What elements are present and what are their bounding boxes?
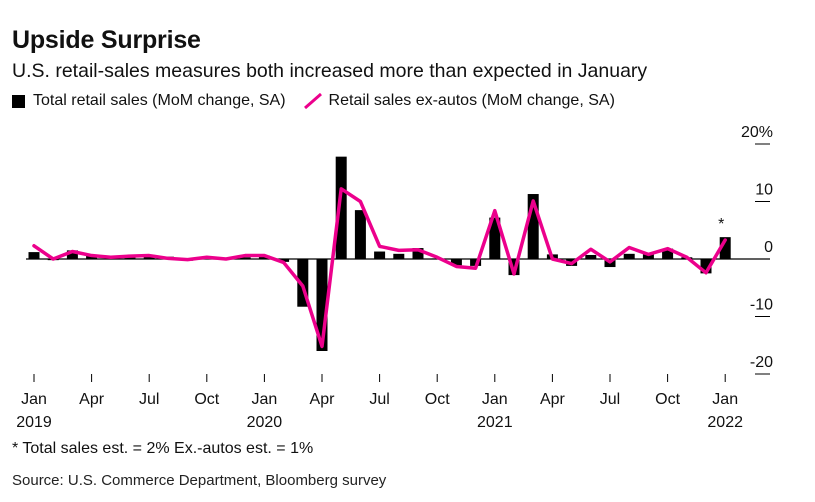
footnote: * Total sales est. = 2% Ex.-autos est. =… — [12, 440, 314, 457]
y-tick-label: 0 — [764, 239, 773, 256]
bar-total-retail — [719, 237, 731, 259]
x-tick-label: Oct — [194, 391, 219, 408]
y-tick-label: -10 — [750, 297, 773, 314]
bar-total-retail — [66, 250, 78, 259]
bar-total-retail — [508, 259, 520, 276]
bar-total-retail — [527, 194, 539, 259]
bar-total-retail — [335, 156, 347, 259]
bar-total-retail — [354, 210, 366, 259]
bar-total-retail — [623, 253, 635, 259]
y-tick-label: 20% — [741, 124, 773, 141]
bar-total-retail — [662, 248, 674, 259]
x-tick-year-label: 2022 — [707, 414, 743, 431]
legend-exautos-label: Retail sales ex-autos (MoM change, SA) — [328, 92, 615, 109]
bar-total-retail — [28, 252, 40, 259]
chart-title: Upside Surprise — [12, 26, 201, 54]
bar-total-retail — [278, 259, 290, 262]
y-tick-label: 10 — [755, 182, 773, 199]
x-tick-label: Apr — [79, 391, 105, 408]
x-tick-label: Jan — [712, 391, 738, 408]
chart-subtitle: U.S. retail-sales measures both increase… — [12, 60, 648, 82]
x-tick-label: Apr — [310, 391, 336, 408]
legend-total-label: Total retail sales (MoM change, SA) — [33, 92, 286, 109]
legend-bar-swatch — [12, 94, 25, 108]
x-tick-label: Apr — [540, 391, 566, 408]
line-ex-autos — [32, 187, 727, 349]
bar-total-retail — [470, 259, 482, 266]
x-tick-label: Jan — [482, 391, 508, 408]
annotation-asterisk: * — [718, 216, 724, 233]
bar-total-retail — [585, 254, 597, 259]
y-tick-label: -20 — [750, 354, 773, 371]
x-tick-label: Oct — [425, 391, 450, 408]
x-tick-label: Jul — [139, 391, 159, 408]
bar-total-retail — [239, 257, 251, 259]
source-note: Source: U.S. Commerce Department, Bloomb… — [12, 472, 387, 489]
legend-line-swatch — [303, 93, 322, 109]
x-tick-label: Jan — [252, 391, 278, 408]
bar-total-retail — [393, 253, 405, 259]
x-tick-label: Jul — [600, 391, 620, 408]
bar-total-retail — [316, 259, 328, 351]
bar-total-retail — [297, 259, 309, 307]
x-tick-year-label: 2020 — [247, 414, 283, 431]
bar-total-retail — [489, 217, 501, 259]
x-tick-year-label: 2021 — [477, 414, 513, 431]
x-tick-year-label: 2019 — [16, 414, 52, 431]
bar-total-retail — [642, 254, 654, 259]
x-tick-label: Oct — [655, 391, 680, 408]
x-tick-label: Jul — [369, 391, 389, 408]
bar-total-retail — [700, 259, 712, 274]
bar-total-retail — [412, 248, 424, 259]
bar-total-retail — [374, 251, 386, 259]
bar-total-retail — [450, 259, 462, 266]
x-tick-label: Jan — [21, 391, 47, 408]
legend: Total retail sales (MoM change, SA) Reta… — [12, 92, 615, 110]
